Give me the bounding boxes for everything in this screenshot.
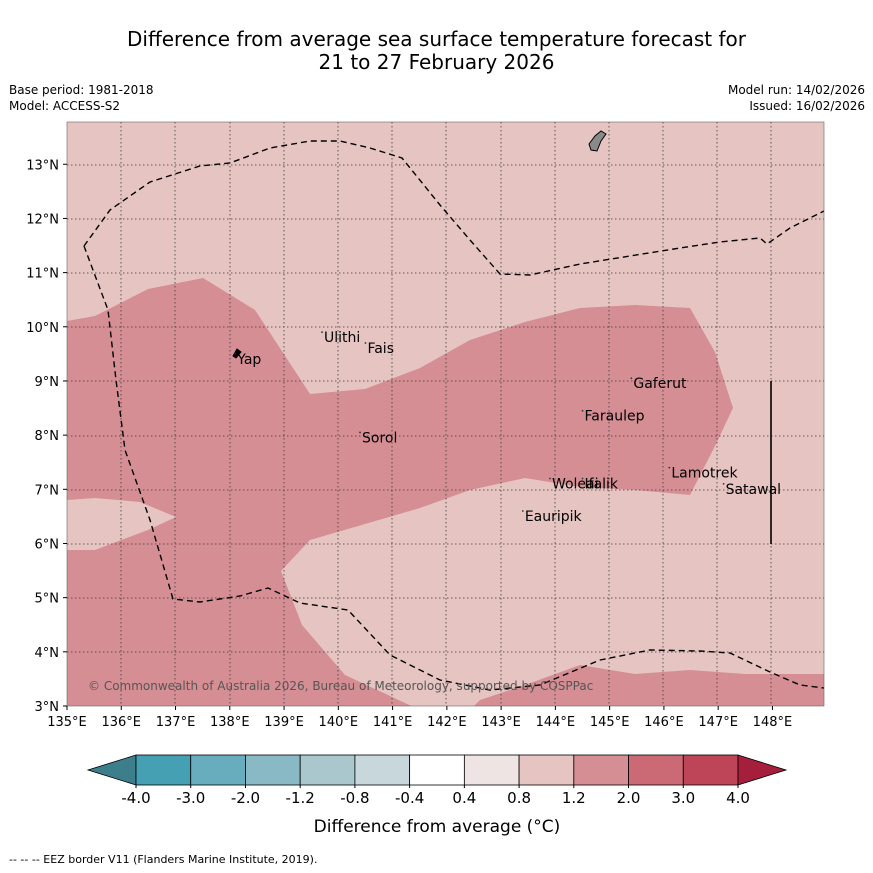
model-info: Base period: 1981-2018 Model: ACCESS-S2	[9, 82, 154, 114]
colorbar-label: Difference from average (°C)	[314, 817, 561, 837]
x-tick-label: 146°E	[644, 715, 684, 730]
copyright-text: © Commonwealth of Australia 2026, Bureau…	[88, 679, 593, 693]
x-tick-label: 137°E	[156, 715, 196, 730]
place-labels: Ulithi Fais Yap Gaferut Faraulep Sorol WoleaiI…	[234, 330, 781, 525]
colorbar-tick-label: -0.8	[340, 789, 369, 807]
y-tick-label: 9°N	[35, 375, 60, 390]
y-tick-label: 13°N	[26, 158, 59, 173]
x-tick-label: 142°E	[427, 715, 467, 730]
colorbar-bin	[135, 754, 192, 786]
anomaly-region-1.2-2.0	[67, 278, 733, 706]
colorbar-tick-label: -1.2	[286, 789, 315, 807]
y-tick-label: 12°N	[26, 212, 59, 227]
colorbar-tick-label: -0.4	[395, 789, 424, 807]
issued-text: Issued: 16/02/2026	[749, 99, 865, 113]
island-marker	[549, 477, 551, 480]
x-tick-label: 147°E	[698, 715, 738, 730]
eez-border	[83, 140, 824, 276]
model-name-text: Model: ACCESS-S2	[9, 99, 121, 113]
y-tick-label: 5°N	[35, 592, 60, 607]
colorbar-tick-label: 0.8	[507, 789, 531, 807]
colorbar: -4.0 -3.0 -2.0 -1.2 -0.8 -0.4 0.4 0.8 1.2 2.0 3.0 4…	[86, 754, 788, 807]
y-tick-label: 4°N	[35, 646, 60, 661]
colorbar-bin	[409, 754, 465, 786]
base-period-text: Base period: 1981-2018	[9, 83, 154, 97]
colorbar-bin	[573, 754, 629, 786]
colorbar-tick-label: 2.0	[617, 789, 641, 807]
map-plot-area	[67, 122, 824, 706]
x-tick-label: 135°E	[47, 715, 87, 730]
place-label-ifalik: Ifalik	[585, 476, 619, 492]
place-label-gaferut: Gaferut	[633, 376, 687, 392]
colorbar-tick-label: 1.2	[562, 789, 586, 807]
colorbar-tick-label: -2.0	[231, 789, 260, 807]
yap-island	[232, 348, 242, 359]
colorbar-bin	[190, 754, 246, 786]
model-run-text: Model run: 14/02/2026	[727, 83, 865, 97]
place-label-fais: Fais	[367, 341, 394, 357]
x-tick-label: 145°E	[590, 715, 630, 730]
x-axis-ticks: 135°E 136°E 137°E 138°E 139°E 140°E 141°E 142°E…	[47, 706, 792, 730]
y-tick-label: 8°N	[35, 429, 60, 444]
colorbar-bin	[245, 754, 301, 786]
island-marker	[521, 510, 524, 512]
place-label-sorol: Sorol	[362, 430, 397, 446]
place-label-eauripik: Eauripik	[525, 509, 583, 525]
island-marker	[668, 466, 671, 469]
y-tick-label: 6°N	[35, 537, 60, 552]
y-axis-ticks: 13°N 12°N 11°N 10°N 9°N 8°N 7°N 6°N 5°N 4°N 3°N	[26, 158, 67, 715]
anomaly-region-1.2-2.0-south	[474, 665, 824, 706]
place-label-ulithi: Ulithi	[324, 330, 360, 346]
run-info: Model run: 14/02/2026 Issued: 16/02/2026	[728, 82, 865, 114]
colorbar-bin	[463, 754, 520, 786]
island-marker	[722, 482, 725, 485]
eez-footnote: -- -- -- EEZ border V11 (Flanders Marine…	[9, 853, 318, 866]
colorbar-bin	[518, 754, 575, 786]
x-tick-label: 139°E	[264, 715, 304, 730]
map-title: Difference from average sea surface temp…	[0, 28, 873, 74]
island-marker	[581, 477, 584, 480]
x-tick-label: 144°E	[536, 715, 576, 730]
x-tick-label: 143°E	[481, 715, 521, 730]
colorbar-bin	[628, 754, 684, 786]
x-tick-label: 141°E	[373, 715, 413, 730]
map-title-line1: Difference from average sea surface temp…	[126, 27, 746, 51]
colorbar-over-arrow	[737, 754, 788, 786]
island-marker	[581, 409, 584, 412]
place-label-woleai: Woleai	[552, 476, 599, 492]
colorbar-tick-label: 4.0	[726, 789, 750, 807]
y-tick-label: 11°N	[26, 267, 59, 282]
guam-island	[588, 130, 607, 152]
colorbar-tick-label: 3.0	[671, 789, 695, 807]
place-label-yap: Yap	[236, 352, 261, 368]
island-marker	[359, 431, 361, 434]
place-label-lamotrek: Lamotrek	[671, 466, 738, 482]
island-marker	[234, 352, 237, 355]
colorbar-bin	[354, 754, 411, 786]
colorbar-bin	[682, 754, 739, 786]
colorbar-tick-label: 0.4	[452, 789, 476, 807]
colorbar-under-arrow	[86, 754, 137, 786]
colorbar-bin	[299, 754, 356, 786]
island-marker	[630, 377, 633, 380]
y-tick-label: 3°N	[35, 700, 60, 715]
x-tick-label: 148°E	[753, 715, 793, 730]
island-marker	[364, 342, 367, 344]
map-frame	[66, 121, 825, 707]
place-label-faraulep: Faraulep	[585, 409, 645, 425]
colorbar-tick-label: -3.0	[176, 789, 205, 807]
x-tick-label: 138°E	[210, 715, 250, 730]
y-tick-label: 10°N	[26, 321, 59, 336]
colorbar-tick-label: -4.0	[121, 789, 150, 807]
x-tick-label: 136°E	[101, 715, 141, 730]
y-tick-label: 7°N	[35, 483, 60, 498]
x-tick-label: 140°E	[319, 715, 359, 730]
place-label-satawal: Satawal	[726, 482, 781, 498]
island-marker	[321, 331, 323, 334]
map-title-line2: 21 to 27 February 2026	[318, 50, 555, 74]
